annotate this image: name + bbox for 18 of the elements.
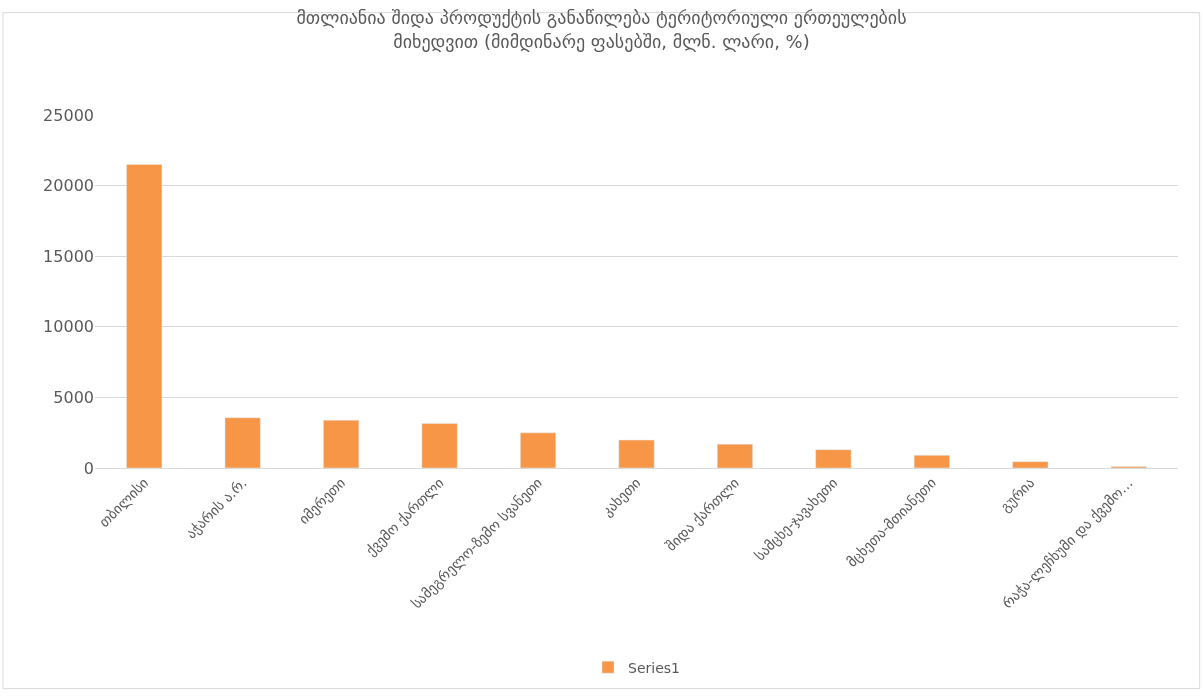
bar	[224, 417, 261, 468]
y-tick-label: 10000	[43, 317, 94, 337]
bar	[421, 423, 458, 468]
y-tick-label: 25000	[43, 105, 94, 125]
bar	[323, 419, 360, 468]
bar	[913, 455, 950, 468]
y-tick-label: 15000	[43, 246, 94, 266]
y-tick-label: 0	[83, 458, 94, 478]
bar	[815, 449, 852, 468]
bar	[1012, 461, 1049, 468]
bar	[126, 164, 163, 468]
chart-title: მთლიანია შიდა პროდუქტის განაწილება ტერიტორიული ერთეულების მიხედვით (მიმდინარე ფასებში, მლნ. ლარი, %)	[296, 7, 907, 52]
bar	[716, 443, 753, 468]
y-tick-label: 20000	[43, 176, 94, 196]
y-tick-label: 5000	[53, 388, 94, 407]
bar	[618, 439, 655, 468]
bar	[520, 432, 557, 468]
legend-label: Series1	[628, 659, 680, 676]
